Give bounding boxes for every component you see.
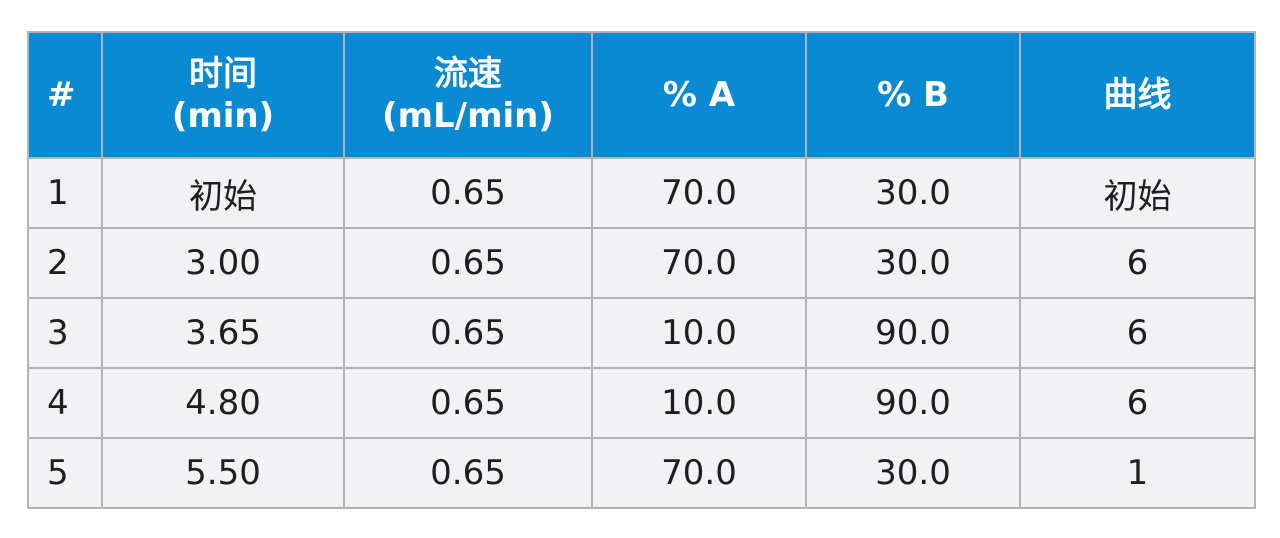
- header-text: #: [47, 75, 76, 115]
- header-cell: 曲线: [1019, 31, 1256, 159]
- header-text: 时间: [189, 54, 257, 94]
- table-cell: 5.50: [101, 437, 345, 509]
- table-cell: 30.0: [805, 227, 1021, 299]
- table-cell: 0.65: [343, 157, 593, 229]
- table-cell: 30.0: [805, 437, 1021, 509]
- table-cell: 0.65: [343, 297, 593, 369]
- table-cell: 70.0: [591, 227, 807, 299]
- table-cell: 3.00: [101, 227, 345, 299]
- header-cell: % B: [805, 31, 1021, 159]
- table-cell: 初始: [101, 157, 345, 229]
- header-text: 曲线: [1103, 75, 1172, 115]
- table-cell: 6: [1019, 367, 1256, 439]
- header-text: % B: [877, 75, 949, 115]
- table-cell: 2: [27, 227, 103, 299]
- table-cell: 6: [1019, 227, 1256, 299]
- table-body: 1 初始 0.65 70.0 30.0 初始 2 3.00 0.65 70.0 30.0 6 3 3.65…: [27, 157, 1256, 509]
- gradient-table: # 时间 (min) 流速 (mL/min)% A% B 曲线 1 初始 0.65 70.0 30…: [27, 31, 1256, 509]
- table-row: 1 初始 0.65 70.0 30.0 初始: [27, 157, 1256, 229]
- header-text: % A: [662, 75, 736, 115]
- header-cell: #: [27, 31, 103, 159]
- table-cell: 初始: [1019, 157, 1256, 229]
- header-cell: % A: [591, 31, 807, 159]
- table-row: 4 4.80 0.65 10.0 90.0 6: [27, 367, 1256, 439]
- header-cell: 时间 (min): [101, 31, 345, 159]
- table-row: 2 3.00 0.65 70.0 30.0 6: [27, 227, 1256, 299]
- table-cell: 3.65: [101, 297, 345, 369]
- table-cell: 10.0: [591, 367, 807, 439]
- table-cell: 4: [27, 367, 103, 439]
- table-cell: 10.0: [591, 297, 807, 369]
- table-cell: 4.80: [101, 367, 345, 439]
- table-cell: 0.65: [343, 367, 593, 439]
- table-cell: 0.65: [343, 227, 593, 299]
- header-text: 流速: [434, 54, 502, 94]
- table-cell: 70.0: [591, 157, 807, 229]
- table-cell: 3: [27, 297, 103, 369]
- table-cell: 1: [1019, 437, 1256, 509]
- table-cell: 6: [1019, 297, 1256, 369]
- header-row: # 时间 (min) 流速 (mL/min)% A% B 曲线: [27, 31, 1256, 159]
- table-cell: 90.0: [805, 367, 1021, 439]
- table-cell: 5: [27, 437, 103, 509]
- table-cell: 0.65: [343, 437, 593, 509]
- table-cell: 90.0: [805, 297, 1021, 369]
- header-text: (mL/min): [382, 96, 554, 136]
- table-row: 3 3.65 0.65 10.0 90.0 6: [27, 297, 1256, 369]
- table-cell: 1: [27, 157, 103, 229]
- table-row: 5 5.50 0.65 70.0 30.0 1: [27, 437, 1256, 509]
- header-cell: 流速 (mL/min): [343, 31, 593, 159]
- table-cell: 70.0: [591, 437, 807, 509]
- table-cell: 30.0: [805, 157, 1021, 229]
- header-text: (min): [171, 96, 275, 136]
